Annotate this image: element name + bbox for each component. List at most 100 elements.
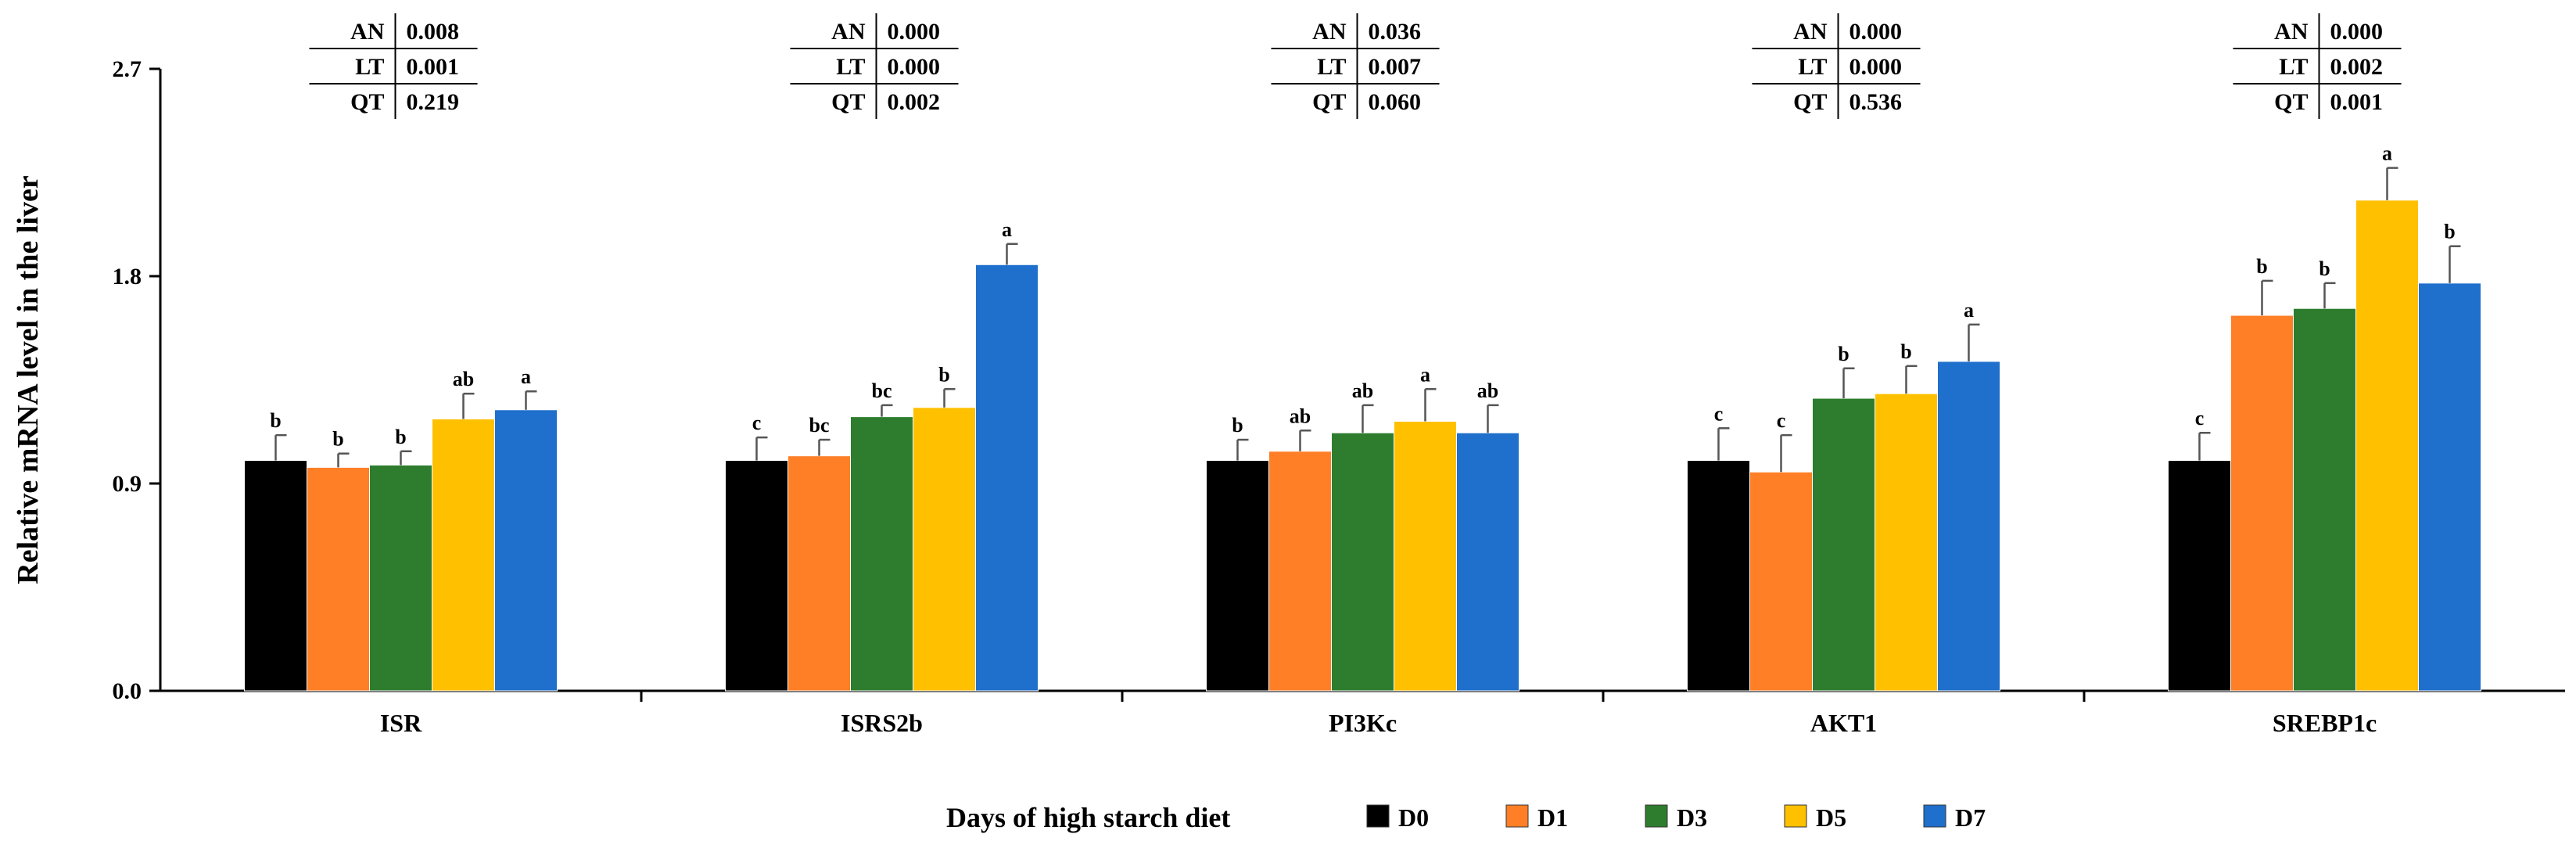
significance-letter: a (2382, 142, 2392, 165)
stats-row-label: LT (2279, 54, 2308, 80)
bar (725, 460, 788, 692)
significance-letter: b (395, 426, 406, 448)
stats-row-value: 0.000 (1849, 54, 1903, 80)
bar (1331, 432, 1394, 692)
legend-swatch (1366, 804, 1390, 828)
significance-letter: b (1838, 343, 1849, 365)
stats-row-label: LT (355, 54, 384, 80)
stats-row-value: 0.001 (2330, 89, 2384, 115)
significance-letter: bc (872, 379, 892, 402)
stats-row-value: 0.007 (1369, 54, 1422, 80)
legend-swatch (1645, 804, 1668, 828)
legend-label: D7 (1955, 803, 1986, 832)
y-tick-label: 1.8 (113, 264, 142, 289)
stats-row-value: 0.000 (888, 54, 941, 80)
stats-row-label: LT (1317, 54, 1346, 80)
y-tick-label: 0.0 (113, 678, 142, 704)
stats-row-value: 0.002 (888, 89, 941, 115)
y-tick-label: 2.7 (113, 56, 142, 82)
bar (1206, 460, 1269, 692)
bar (1456, 432, 1519, 692)
stats-row-value: 0.219 (407, 89, 460, 115)
stats-row-label: QT (831, 89, 865, 115)
significance-letter: b (1900, 340, 1911, 363)
significance-letter: b (2319, 257, 2330, 280)
legend-swatch (1505, 804, 1529, 828)
x-tick-label: PI3Kc (1329, 709, 1397, 737)
significance-letter: bc (809, 414, 830, 437)
stats-row-value: 0.001 (407, 54, 460, 80)
significance-letter: b (270, 409, 281, 432)
stats-row-label: QT (2274, 89, 2308, 115)
significance-letter: b (938, 363, 949, 386)
stats-row-label: AN (831, 19, 866, 45)
stats-row-label: QT (1312, 89, 1346, 115)
bar (1812, 397, 1875, 692)
legend-swatch (1923, 804, 1946, 828)
significance-letter: b (2444, 221, 2455, 243)
bar (2418, 282, 2481, 692)
stats-row-label: QT (350, 89, 384, 115)
legend-label: D0 (1398, 803, 1429, 832)
stats-row-label: AN (350, 19, 385, 45)
significance-letter: b (2256, 255, 2267, 278)
stats-row-value: 0.000 (2330, 19, 2384, 45)
bar (913, 407, 976, 692)
stats-row-value: 0.008 (407, 19, 460, 45)
x-tick-label: AKT1 (1810, 709, 1877, 737)
significance-letter: c (2195, 407, 2205, 430)
stats-row-label: QT (1793, 89, 1827, 115)
stats-row-value: 0.000 (1849, 19, 1903, 45)
significance-letter: c (752, 412, 762, 434)
bar (2230, 315, 2294, 692)
legend-label: D5 (1816, 803, 1846, 832)
bar (1687, 460, 1750, 692)
x-tick-label: ISR (380, 709, 422, 737)
stats-row-value: 0.060 (1369, 89, 1422, 115)
significance-letter: a (1964, 299, 1974, 322)
bar (975, 264, 1039, 692)
significance-letter: c (1714, 402, 1724, 425)
x-tick-label: SREBP1c (2273, 709, 2377, 737)
significance-letter: a (1002, 218, 1012, 241)
bar (850, 416, 913, 692)
x-tick-label: ISRS2b (841, 709, 923, 737)
stats-row-value: 0.036 (1369, 19, 1422, 45)
y-tick-label: 0.9 (113, 471, 142, 497)
stats-row-value: 0.000 (888, 19, 941, 45)
significance-letter: a (1420, 363, 1430, 386)
legend-swatch (1784, 804, 1807, 828)
bar (244, 460, 307, 692)
stats-row-label: AN (1793, 19, 1828, 45)
y-axis-label: Relative mRNA level in the liver (12, 175, 45, 584)
significance-letter: b (1232, 414, 1243, 437)
bar (2355, 200, 2419, 692)
legend-title: Days of high starch diet (946, 802, 1230, 833)
bar (1875, 393, 1938, 692)
significance-letter: ab (453, 368, 474, 390)
bar (1749, 471, 1813, 692)
significance-letter: c (1777, 409, 1786, 432)
bar (307, 466, 370, 692)
bar (2168, 460, 2231, 692)
significance-letter: ab (1352, 379, 1373, 402)
significance-letter: ab (1290, 404, 1311, 427)
significance-letter: b (332, 428, 343, 451)
bar (494, 409, 558, 692)
bar (1394, 421, 1457, 692)
stats-row-label: AN (2274, 19, 2309, 45)
bar (788, 455, 851, 692)
significance-letter: a (521, 365, 531, 388)
bar (432, 419, 495, 692)
bar (1268, 451, 1332, 692)
bar (1937, 361, 2000, 692)
stats-row-label: LT (836, 54, 865, 80)
stats-row-label: AN (1312, 19, 1347, 45)
stats-row-value: 0.002 (2330, 54, 2384, 80)
bar (369, 464, 432, 692)
stats-row-value: 0.536 (1849, 89, 1903, 115)
legend-label: D1 (1537, 803, 1568, 832)
legend-label: D3 (1677, 803, 1707, 832)
bar (2293, 307, 2356, 692)
